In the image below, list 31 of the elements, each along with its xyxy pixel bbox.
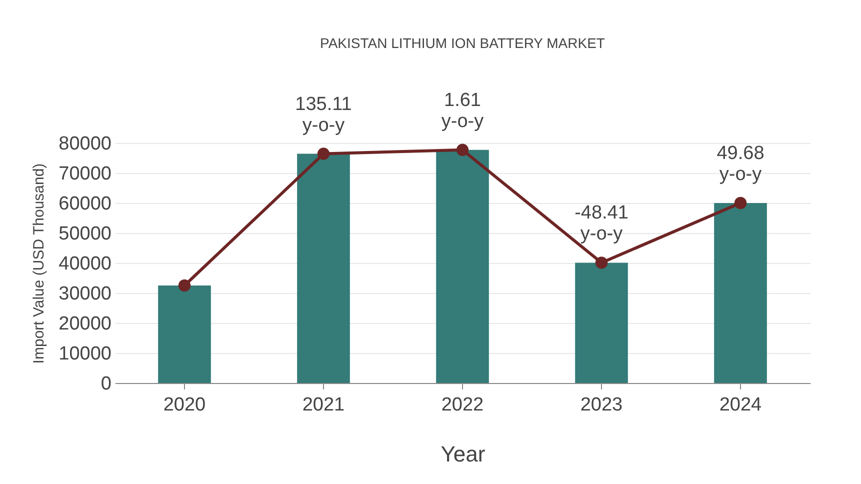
- bar: [714, 203, 767, 383]
- x-tick-label: 2021: [302, 394, 345, 416]
- x-tick-label: 2024: [719, 394, 762, 416]
- point: [456, 144, 469, 156]
- bar: [158, 286, 211, 383]
- point: [734, 196, 747, 210]
- point: [595, 256, 608, 269]
- annotation: 1.61 y-o-y: [441, 90, 484, 132]
- y-tick-label: 30000: [58, 284, 112, 304]
- point: [317, 148, 330, 160]
- y-axis-title: Import Value (USD Thousand): [30, 163, 48, 364]
- annotation: 49.68 y-o-y: [716, 143, 764, 185]
- x-tick-label: 2020: [163, 394, 206, 416]
- point: [178, 279, 191, 292]
- y-tick-label: 50000: [58, 224, 112, 244]
- y-tick-label: 20000: [58, 314, 112, 334]
- y-tick-label: 10000: [58, 344, 112, 364]
- x-tick-label: 2023: [580, 394, 623, 416]
- annotation: -48.41 y-o-y: [574, 202, 628, 245]
- annotation: 135.11 y-o-y: [295, 94, 352, 136]
- x-tick-label: 2022: [441, 394, 484, 416]
- y-tick-label: 60000: [58, 194, 112, 214]
- y-tick-label: 70000: [58, 164, 112, 184]
- y-tick-label: 40000: [58, 254, 112, 274]
- chart-title: PAKISTAN LITHIUM ION BATTERY MARKET: [320, 34, 606, 51]
- x-axis-title: Year: [440, 442, 486, 466]
- y-tick-label: 80000: [58, 134, 112, 154]
- bar: [575, 262, 628, 383]
- y-tick-label: 0: [100, 374, 112, 394]
- bar: [297, 154, 350, 383]
- bar: [436, 150, 489, 383]
